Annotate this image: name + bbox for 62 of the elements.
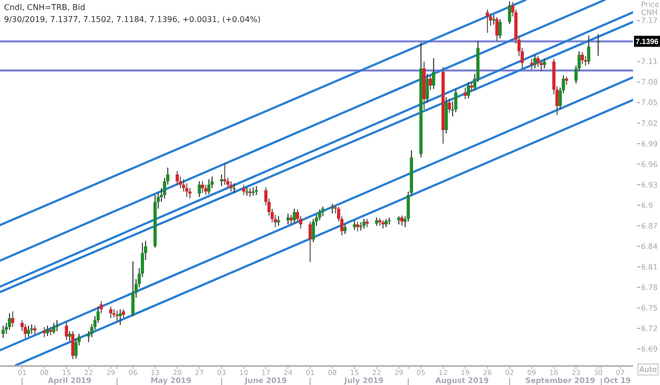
candlestick <box>229 180 233 192</box>
candlestick <box>530 58 534 70</box>
candlestick <box>286 212 290 225</box>
candlestick <box>498 18 502 39</box>
candlestick <box>109 306 112 319</box>
candlestick <box>64 321 68 341</box>
candlestick <box>508 0 512 24</box>
candlestick <box>100 300 103 314</box>
candlestick <box>466 82 470 100</box>
candlestick <box>185 182 188 198</box>
candlestick <box>116 310 119 322</box>
text: 9/30/2019, 7.1377, 7.1502, 7.1184, 7.1396, +0.0031, (+0.04%) <box>4 15 261 24</box>
candlestick <box>536 56 540 68</box>
candlestick <box>448 98 452 114</box>
candlestick <box>540 60 543 72</box>
candlestick <box>290 214 293 225</box>
candlestick <box>220 174 224 187</box>
candlestick <box>464 87 467 100</box>
candlestick <box>400 214 404 226</box>
candlestick <box>580 51 584 65</box>
candlestick <box>542 58 546 69</box>
candlestick <box>362 218 366 229</box>
candlestick <box>454 88 458 113</box>
candlestick <box>46 325 50 336</box>
candlestick <box>495 16 499 42</box>
candlestick <box>486 9 490 34</box>
candlestick <box>292 208 296 224</box>
candlestick <box>74 338 78 359</box>
candlestick <box>470 82 474 92</box>
candlestick <box>232 182 236 194</box>
candlestick <box>26 325 30 338</box>
candlestick <box>223 162 226 186</box>
candlestick <box>24 324 27 338</box>
candlestick <box>71 330 74 360</box>
candlestick <box>2 325 5 338</box>
candlestick <box>308 221 312 263</box>
candlestick <box>8 312 12 330</box>
chart-title: Cndl, CNH=TRB, Bid <box>4 3 86 12</box>
candlestick <box>587 35 590 65</box>
candlestick <box>131 260 135 317</box>
candlestick <box>242 184 246 196</box>
candlestick <box>118 308 122 326</box>
candlestick <box>52 322 56 334</box>
candlestick <box>198 180 201 198</box>
candlestick <box>11 310 14 328</box>
candlestick <box>188 188 192 199</box>
candlestick <box>432 58 436 90</box>
candlestick <box>533 54 536 69</box>
candlestick <box>343 224 347 234</box>
candlestick <box>321 206 324 217</box>
candlestick <box>200 180 204 194</box>
candlestick <box>207 178 210 195</box>
candlestick <box>584 56 588 66</box>
candlestick <box>55 320 59 332</box>
candlestick <box>176 170 179 186</box>
candlestick <box>204 184 208 196</box>
candlestick <box>276 216 280 226</box>
candlestick <box>428 74 432 91</box>
candlestick <box>42 326 46 338</box>
candlestick <box>312 218 315 243</box>
candlestick <box>492 14 496 26</box>
candlestick <box>426 73 429 104</box>
